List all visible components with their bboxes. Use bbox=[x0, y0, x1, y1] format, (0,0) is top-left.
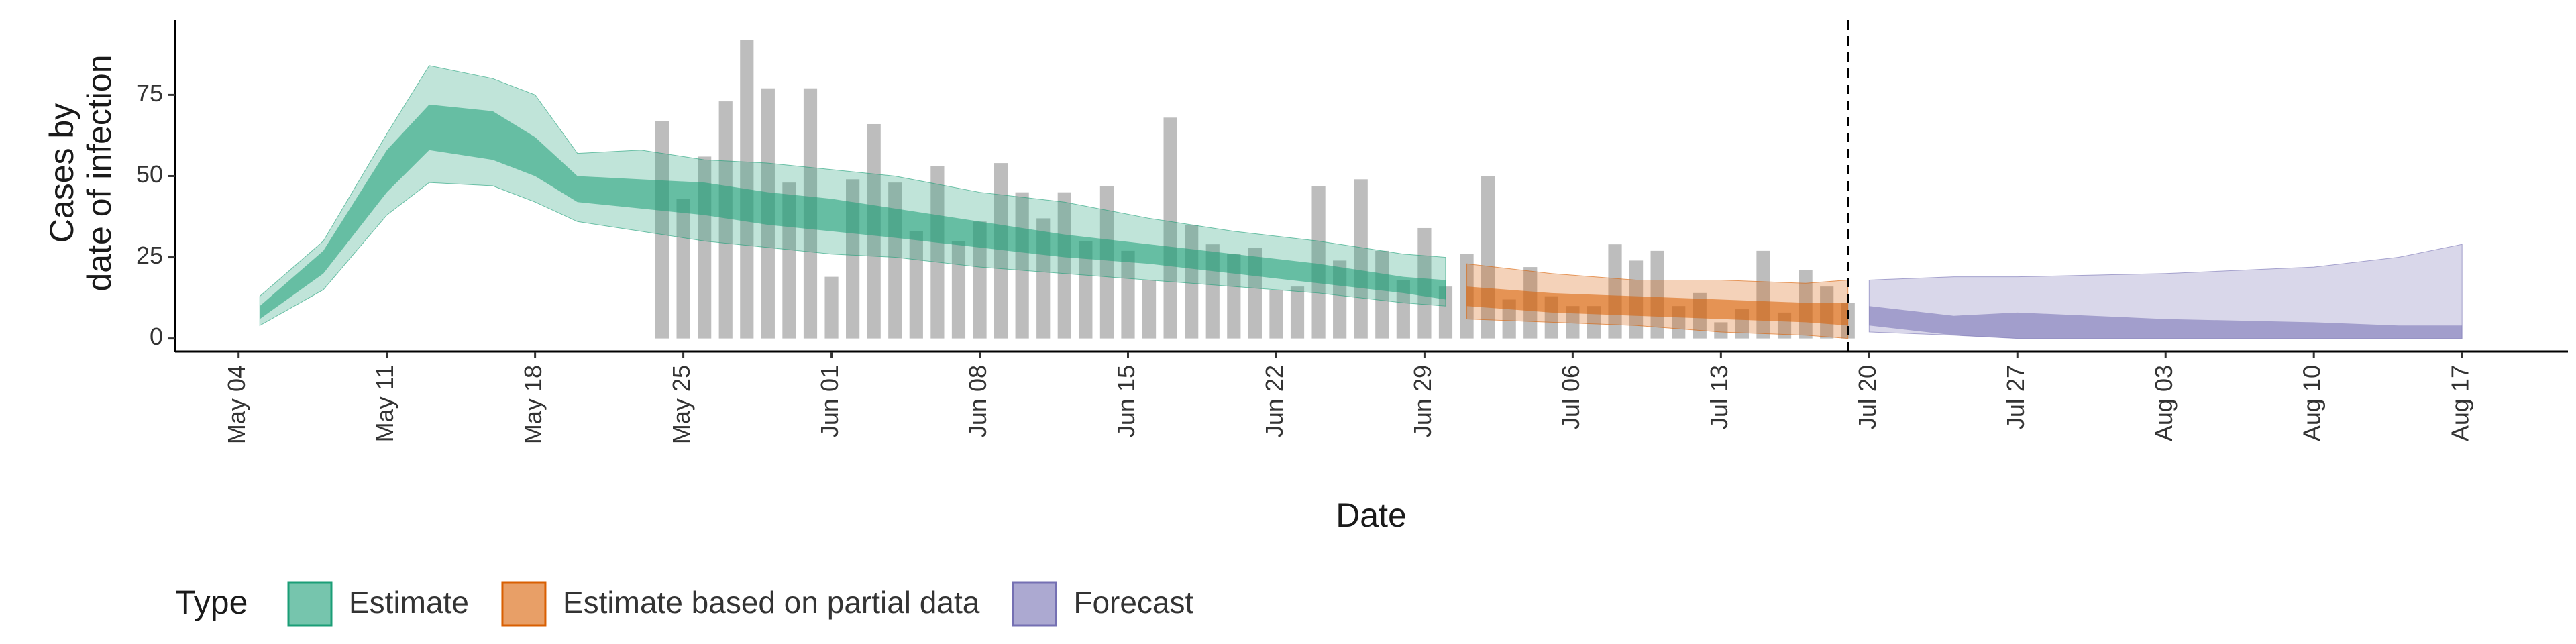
bar bbox=[1714, 322, 1728, 339]
x-tick-label: Jul 20 bbox=[1854, 365, 1881, 429]
bar bbox=[1121, 250, 1135, 339]
bar bbox=[951, 241, 966, 339]
x-tick-label: May 11 bbox=[371, 365, 398, 442]
legend-label: Forecast bbox=[1073, 585, 1193, 620]
y-axis-title: date of infection bbox=[80, 54, 118, 291]
bar bbox=[676, 199, 690, 339]
x-tick-label: May 25 bbox=[667, 365, 695, 444]
bar bbox=[1396, 280, 1410, 339]
x-tick-label: Jul 27 bbox=[2002, 365, 2029, 429]
legend-title: Type bbox=[175, 584, 248, 621]
y-tick-label: 75 bbox=[136, 79, 163, 107]
x-tick-label: Jul 06 bbox=[1557, 365, 1585, 429]
legend-swatch bbox=[1012, 581, 1057, 627]
bar bbox=[994, 163, 1008, 339]
legend-label: Estimate based on partial data bbox=[563, 585, 980, 620]
bar bbox=[1163, 117, 1177, 339]
x-tick-label: Aug 10 bbox=[2298, 365, 2326, 441]
bar bbox=[1311, 186, 1326, 339]
x-tick-label: Aug 03 bbox=[2150, 365, 2178, 441]
bar bbox=[1290, 286, 1305, 339]
x-tick-label: May 18 bbox=[519, 365, 547, 444]
bar bbox=[1057, 192, 1071, 339]
x-tick-label: Jun 15 bbox=[1112, 365, 1140, 437]
x-tick-label: May 04 bbox=[223, 365, 250, 444]
bar bbox=[930, 166, 945, 339]
x-tick-label: Jun 08 bbox=[964, 365, 991, 437]
y-tick-label: 50 bbox=[136, 160, 163, 188]
bar bbox=[1375, 250, 1389, 339]
x-tick-label: Jun 22 bbox=[1260, 365, 1288, 437]
y-axis-title: Cases by bbox=[43, 103, 80, 243]
legend-swatch bbox=[287, 581, 333, 627]
ribbon bbox=[1466, 286, 1848, 326]
x-tick-label: Jun 29 bbox=[1409, 365, 1436, 437]
bar bbox=[655, 121, 669, 339]
x-axis-title: Date bbox=[1336, 496, 1407, 534]
bar bbox=[1227, 254, 1241, 339]
ribbon bbox=[1869, 306, 2463, 339]
bar bbox=[973, 221, 987, 339]
bar bbox=[1142, 280, 1157, 339]
bar bbox=[1354, 179, 1368, 339]
bar bbox=[1269, 289, 1283, 339]
ribbon bbox=[260, 104, 1446, 319]
bar bbox=[1566, 306, 1580, 339]
y-tick-label: 0 bbox=[150, 323, 163, 350]
bar bbox=[1099, 186, 1114, 339]
x-tick-label: Jul 13 bbox=[1705, 365, 1733, 429]
bar bbox=[1438, 286, 1453, 339]
bar bbox=[824, 276, 839, 339]
legend-swatch bbox=[501, 581, 547, 627]
legend-label: Estimate bbox=[349, 585, 469, 620]
bar bbox=[1079, 241, 1093, 339]
y-tick-label: 25 bbox=[136, 241, 163, 269]
x-tick-label: Aug 17 bbox=[2447, 365, 2474, 441]
x-tick-label: Jun 01 bbox=[816, 365, 843, 437]
bar bbox=[909, 231, 923, 339]
